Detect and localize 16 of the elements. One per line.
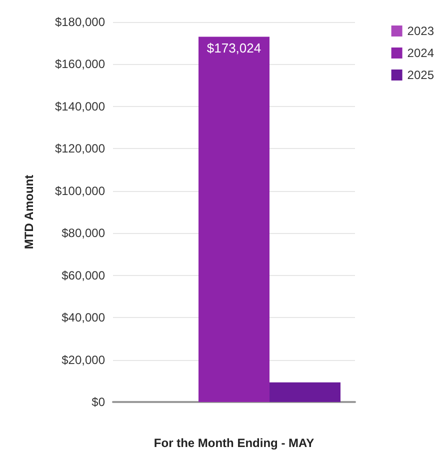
y-tick-label: $0 [92, 395, 106, 409]
legend-label: 2024 [407, 46, 434, 60]
legend-label: 2025 [407, 68, 434, 82]
y-tick-label: $100,000 [54, 184, 106, 198]
y-tick-label: $180,000 [54, 15, 106, 29]
y-tick-label: $120,000 [54, 142, 106, 156]
legend-label: 2023 [407, 24, 434, 38]
x-axis-title: For the Month Ending - MAY [154, 436, 314, 450]
y-tick-label: $160,000 [54, 57, 106, 72]
y-tick-label: $20,000 [62, 352, 106, 367]
y-tick-label: $40,000 [62, 310, 106, 325]
y-tick-label: $140,000 [54, 99, 106, 114]
data-label: $173,024 [206, 40, 262, 56]
y-tick-label: $60,000 [62, 268, 106, 282]
y-axis-title: MTD Amount [22, 174, 36, 250]
y-tick-label: $80,000 [62, 226, 106, 240]
